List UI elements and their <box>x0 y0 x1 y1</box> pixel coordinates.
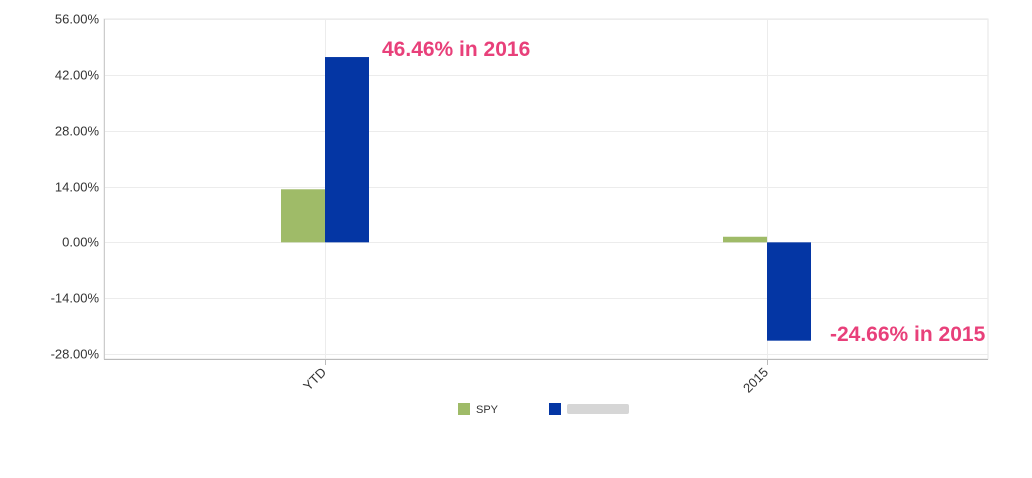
bar-spy-ytd[interactable] <box>281 189 325 243</box>
y-tick-label: -14.00% <box>51 291 100 306</box>
y-tick-label: 56.00% <box>55 12 100 27</box>
y-axis: 56.00% 42.00% 28.00% 14.00% 0.00% -14.00% -28.… <box>51 12 105 362</box>
bar-series-2-ytd[interactable] <box>325 57 369 243</box>
x-tick-label: 2015 <box>740 365 771 396</box>
legend-item-series-2[interactable] <box>549 403 629 415</box>
legend-item-spy[interactable]: SPY <box>458 403 499 416</box>
plot-frame <box>103 18 989 360</box>
x-axis: YTD 2015 <box>104 359 988 396</box>
y-tick-label: 0.00% <box>62 235 99 250</box>
bar-series-2-2015[interactable] <box>767 242 811 341</box>
y-tick-label: 28.00% <box>55 124 100 139</box>
legend-label: SPY <box>476 404 499 416</box>
y-tick-label: 42.00% <box>55 68 100 83</box>
legend[interactable]: SPY <box>458 403 629 416</box>
bar-spy-2015[interactable] <box>723 236 767 243</box>
y-tick-label: 14.00% <box>55 180 100 195</box>
annotations: 46.46% in 2016 -24.66% in 2015 <box>381 37 988 348</box>
grid-lines <box>103 18 989 360</box>
bars <box>281 57 811 341</box>
legend-swatch <box>458 403 470 415</box>
annotation-label: -24.66% in 2015 <box>830 323 986 346</box>
annotation-label: 46.46% in 2016 <box>382 38 530 61</box>
legend-label-redacted <box>567 404 629 414</box>
x-tick-label: YTD <box>300 365 329 394</box>
legend-swatch <box>549 403 561 415</box>
y-tick-label: -28.00% <box>51 347 100 362</box>
